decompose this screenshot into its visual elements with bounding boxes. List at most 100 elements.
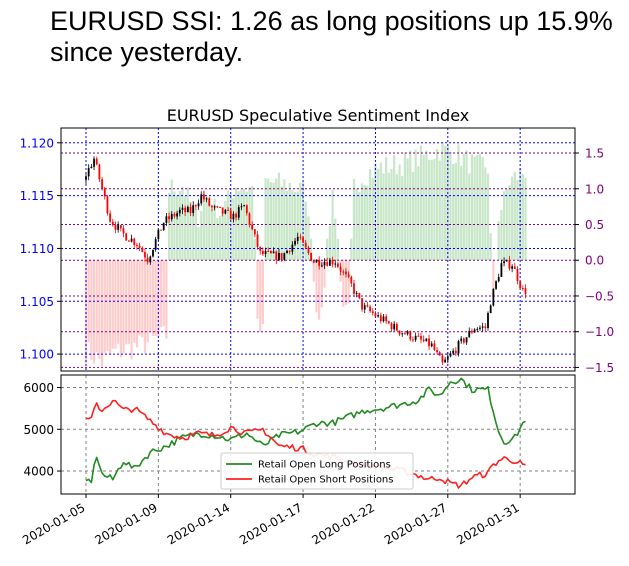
ssi-bar	[106, 260, 109, 352]
candle-body	[449, 353, 452, 357]
candle-body	[521, 288, 524, 290]
candle-body	[144, 252, 146, 258]
ssi-bar	[205, 195, 208, 261]
ssi-bar	[430, 159, 433, 261]
candle-body	[371, 311, 374, 314]
ssi-bar	[200, 210, 203, 261]
ssi-bar	[360, 183, 364, 261]
ssi-bar	[178, 190, 181, 261]
candle-body	[243, 205, 246, 207]
ssi-bar	[371, 177, 374, 261]
ssi-bar	[208, 201, 211, 261]
candle-body	[366, 305, 369, 307]
chart-headline: EURUSD SSI: 1.26 as long positions up 15…	[50, 6, 613, 67]
ssi-bar	[508, 185, 511, 261]
ssi-bar	[363, 185, 366, 261]
positions-tick-label: 5000	[23, 423, 54, 437]
candle-body	[334, 263, 337, 265]
ssi-bar	[240, 189, 243, 261]
ssi-bar	[377, 168, 380, 261]
candle-body	[318, 259, 321, 266]
ssi-tick-label: −0.5	[585, 289, 614, 303]
candle-body	[422, 339, 425, 342]
candle-body	[398, 330, 401, 335]
candle-body	[229, 210, 232, 220]
sentiment-plot-frame	[60, 127, 576, 372]
ssi-bar	[326, 238, 329, 261]
candle-body	[176, 213, 179, 217]
candle-body	[328, 259, 331, 266]
candle-body	[296, 236, 299, 241]
ssi-bar	[299, 182, 302, 261]
candle-body	[433, 343, 436, 351]
ssi-bar	[342, 260, 345, 307]
candle-body	[219, 206, 221, 208]
ssi-bar	[344, 260, 348, 305]
candle-body	[487, 313, 489, 329]
ssi-bar	[379, 162, 382, 261]
ssi-bar	[221, 211, 224, 261]
ssi-bar	[460, 165, 463, 261]
ssi-bar	[218, 215, 222, 261]
candle-body	[178, 209, 181, 214]
candle-body	[149, 256, 152, 263]
candle-body	[414, 335, 417, 340]
ssi-tick-label: 1.5	[585, 147, 604, 161]
candle-body	[133, 238, 136, 245]
ssi-bar	[521, 174, 524, 261]
candle-body	[213, 206, 216, 208]
ssi-bar	[320, 260, 323, 308]
candle-body	[141, 247, 144, 253]
price-tick-label: 1.105	[20, 295, 54, 309]
ssi-bar	[476, 154, 479, 261]
ssi-bar	[481, 157, 484, 261]
candle-body	[138, 245, 141, 248]
ssi-bar	[256, 260, 259, 319]
date-tick-label: 2020-01-05	[20, 500, 87, 547]
ssi-bar	[143, 260, 147, 354]
candle-body	[160, 229, 162, 231]
candle-body	[114, 224, 117, 230]
candle-body	[208, 198, 211, 206]
candle-body	[395, 323, 398, 331]
ssi-bar	[197, 226, 200, 261]
candle-body	[524, 288, 527, 294]
ssi-bar	[293, 191, 297, 261]
candle-body	[232, 213, 235, 220]
ssi-bar	[350, 238, 353, 261]
candle-body	[237, 207, 240, 218]
ssi-bar	[336, 238, 340, 261]
ssi-bar	[285, 191, 289, 261]
candle-body	[387, 321, 390, 324]
candle-body	[339, 266, 342, 272]
ssi-bar	[395, 174, 398, 261]
ssi-bar	[470, 154, 474, 261]
ssi-bar	[277, 172, 281, 261]
ssi-bar	[267, 178, 270, 261]
ssi-bar	[127, 260, 130, 344]
candle-body	[430, 343, 433, 347]
ssi-bar	[90, 260, 93, 360]
candle-body	[203, 194, 205, 200]
ssi-bar	[165, 260, 168, 339]
candle-body	[240, 206, 243, 208]
candle-body	[320, 265, 323, 267]
ssi-bar	[411, 172, 415, 261]
candle-body	[251, 224, 254, 230]
ssi-bar	[401, 176, 404, 261]
ssi-bar	[406, 158, 409, 261]
ssi-tick-label: 0.5	[585, 218, 604, 232]
ssi-bar	[245, 191, 248, 261]
candle-body	[127, 240, 130, 242]
chart-title: EURUSD Speculative Sentiment Index	[167, 106, 470, 125]
candle-body	[130, 238, 133, 242]
ssi-bar	[519, 168, 522, 261]
short-positions-line	[85, 399, 526, 489]
legend-label-long: Retail Open Long Positions	[258, 460, 391, 471]
candle-body	[326, 262, 329, 266]
candle-body	[186, 206, 189, 213]
ssi-bar	[119, 260, 122, 358]
candle-body	[85, 176, 87, 180]
ssi-bar	[403, 152, 407, 261]
